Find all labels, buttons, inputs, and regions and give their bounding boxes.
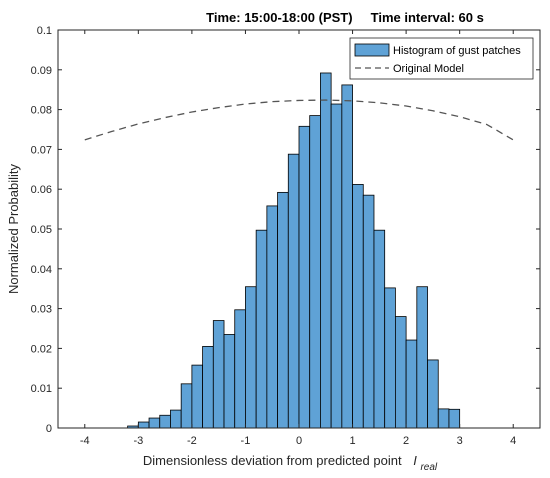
y-tick-label: 0.02	[31, 343, 52, 355]
histogram-bar	[234, 309, 246, 429]
x-axis-title-text: Dimensionless deviation from predicted p…	[143, 453, 402, 468]
histogram-bar	[309, 115, 321, 429]
histogram-bar	[362, 194, 375, 429]
y-tick-label: 0.08	[31, 105, 52, 117]
y-tick-label: 0.04	[31, 264, 52, 276]
histogram-bar	[266, 205, 278, 429]
histogram-bar	[341, 84, 353, 429]
x-axis-symbol: I	[413, 453, 417, 468]
histogram-bar	[159, 414, 171, 429]
legend: Histogram of gust patches Original Model	[349, 37, 534, 80]
histogram-bar	[448, 408, 461, 429]
histogram-bar	[373, 229, 386, 429]
x-tick-label: 2	[403, 435, 409, 447]
original-model-line	[84, 99, 514, 141]
x-axis-subscript: real	[420, 462, 437, 473]
x-tick-label: -4	[80, 435, 90, 447]
y-tick-label: 0	[46, 423, 52, 435]
histogram-bar	[212, 320, 225, 429]
histogram-bar	[170, 409, 182, 429]
histogram-bar	[245, 286, 257, 429]
histogram-bar	[320, 72, 332, 429]
histogram-bar	[384, 287, 396, 429]
legend-histogram-swatch	[354, 43, 390, 57]
x-axis-title: Dimensionless deviation from predicted p…	[143, 453, 438, 473]
y-tick-label: 0.06	[31, 184, 52, 196]
histogram-bar	[416, 286, 428, 429]
x-tick-label: -3	[133, 435, 143, 447]
histogram-bar	[352, 184, 364, 429]
histogram-bar	[427, 359, 439, 429]
histogram-bar	[277, 191, 289, 429]
y-tick-label: 0.05	[31, 224, 52, 236]
histogram-bar	[405, 339, 418, 429]
histogram-bar	[287, 153, 300, 429]
histogram-bar	[191, 364, 203, 429]
histogram-bar	[148, 417, 161, 429]
histogram-bar	[330, 103, 343, 429]
histogram-bar	[394, 316, 407, 429]
x-tick-label: 4	[510, 435, 516, 447]
y-axis-ticks: 0 0.01 0.02 0.03 0.04 0.05 0.06 0.07 0.08 0.09 0.1	[31, 25, 540, 435]
histogram-bar	[180, 383, 193, 429]
histogram-bar	[298, 125, 311, 429]
y-tick-label: 0.09	[31, 65, 52, 77]
chart-title: Time: 15:00-18:00 (PST) Time interval: 6…	[206, 10, 484, 25]
legend-histogram-label: Histogram of gust patches	[393, 45, 521, 57]
x-tick-label: -1	[241, 435, 251, 447]
model-line-group	[84, 99, 514, 141]
histogram-bar	[255, 229, 268, 429]
y-tick-label: 0.01	[31, 383, 52, 395]
y-axis-title: Normalized Probability	[6, 163, 21, 294]
x-tick-label: 1	[349, 435, 355, 447]
legend-model-label: Original Model	[393, 63, 464, 75]
y-tick-label: 0.03	[31, 304, 52, 316]
y-tick-label: 0.1	[37, 25, 52, 37]
histogram-bar	[202, 346, 214, 429]
x-tick-label: -2	[187, 435, 197, 447]
histogram-bar	[437, 408, 450, 429]
x-axis-ticks: -4 -3 -2 -1 0 1 2 3 4	[80, 30, 516, 447]
x-tick-label: 3	[457, 435, 463, 447]
y-tick-label: 0.07	[31, 144, 52, 156]
x-tick-label: 0	[296, 435, 302, 447]
histogram-bar	[223, 334, 236, 429]
histogram-bar	[137, 421, 150, 429]
